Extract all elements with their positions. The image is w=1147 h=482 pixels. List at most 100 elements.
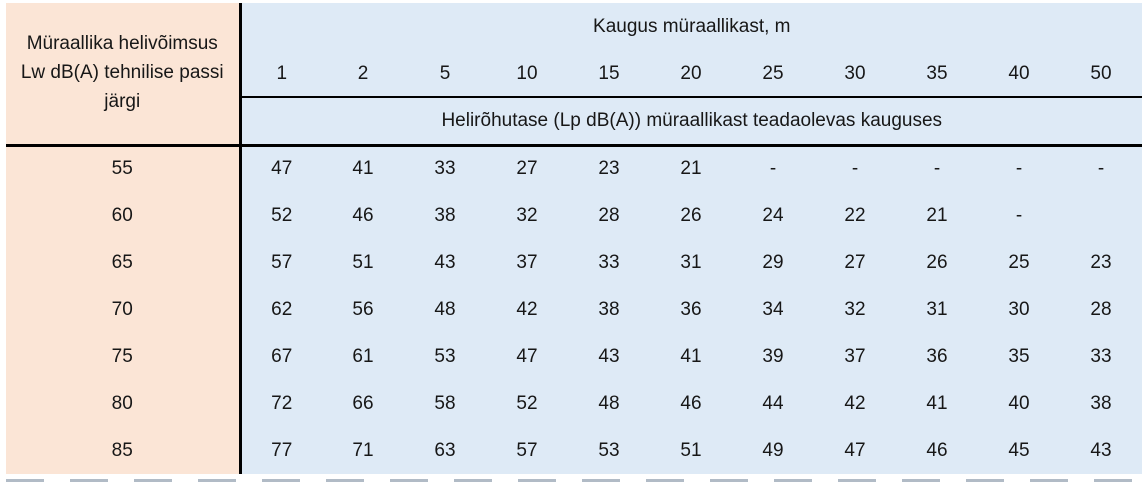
spl-value-cell: 41 <box>322 145 404 192</box>
spl-value-cell: 29 <box>732 239 814 286</box>
spl-value-cell: 34 <box>732 286 814 333</box>
spl-value-cell: 37 <box>486 239 568 286</box>
spl-value-cell: - <box>732 145 814 192</box>
spl-value-cell: 33 <box>1060 333 1142 380</box>
table-row: 80 72 66 58 52 48 46 44 42 41 40 38 <box>6 380 1142 427</box>
spl-value-cell: 28 <box>568 192 650 239</box>
spl-value-cell: 23 <box>568 145 650 192</box>
spl-value-cell: 35 <box>978 333 1060 380</box>
table-row: 60 52 46 38 32 28 26 24 22 21- <box>6 192 1142 239</box>
spl-value-cell: 42 <box>486 286 568 333</box>
spl-value-cell: 58 <box>404 380 486 427</box>
spl-value-cell: 21 <box>896 192 978 239</box>
spl-value-cell: 28 <box>1060 286 1142 333</box>
table-row: 75 67 61 53 47 43 41 39 37 36 35 33 <box>6 333 1142 380</box>
spl-value-cell: 40 <box>978 380 1060 427</box>
spl-value-cell: 53 <box>568 427 650 474</box>
spl-value-cell <box>1060 192 1142 239</box>
lw-value-cell: 55 <box>6 145 242 192</box>
distance-value-cell: 30 <box>814 51 896 98</box>
spl-value-cell: 48 <box>568 380 650 427</box>
distance-value-cell: 5 <box>404 51 486 98</box>
spl-value-cell: 46 <box>322 192 404 239</box>
spl-value-cell: - <box>978 192 1060 239</box>
table-row: 85 77 71 63 57 53 51 49 47 46 45 43 <box>6 427 1142 474</box>
source-power-header-cell: Müraallika helivõimsus Lw dB(A) tehnilis… <box>6 3 242 147</box>
lw-value-cell: 75 <box>6 333 242 380</box>
table-row: 70 62 56 48 42 38 36 34 32 31 30 28 <box>6 286 1142 333</box>
noise-level-table: Müraallika helivõimsus Lw dB(A) tehnilis… <box>6 3 1142 474</box>
spl-value-cell: 46 <box>650 380 732 427</box>
spl-value-cell: 39 <box>732 333 814 380</box>
spl-value-cell: 43 <box>1060 427 1142 474</box>
spl-value-cell: 48 <box>404 286 486 333</box>
spl-value-cell: 46 <box>896 427 978 474</box>
distance-value-cell: 50 <box>1060 51 1142 98</box>
lw-value-cell: 80 <box>6 380 242 427</box>
spl-value-cell: 36 <box>650 286 732 333</box>
spl-value-cell: 52 <box>486 380 568 427</box>
spl-value-cell: 42 <box>814 380 896 427</box>
spl-value-cell: 61 <box>322 333 404 380</box>
spl-value-cell: 77 <box>240 427 322 474</box>
spl-value-cell: 38 <box>1060 380 1142 427</box>
distance-value-cell: 25 <box>732 51 814 98</box>
lw-value-cell: 70 <box>6 286 242 333</box>
spl-value-cell: 24 <box>732 192 814 239</box>
distance-value-cell: 2 <box>322 51 404 98</box>
spl-value-cell: 44 <box>732 380 814 427</box>
spl-value-cell: 71 <box>322 427 404 474</box>
table-row: 65 57 51 43 37 33 31 29 27 26 25 23 <box>6 239 1142 286</box>
lw-value-cell: 60 <box>6 192 242 239</box>
spl-value-cell: 31 <box>650 239 732 286</box>
spl-value-cell: 47 <box>240 145 322 192</box>
cropped-bottom-border <box>6 479 1142 482</box>
lw-value-cell: 65 <box>6 239 242 286</box>
spl-value-cell: 30 <box>978 286 1060 333</box>
spl-value-cell: 38 <box>404 192 486 239</box>
spl-value-cell: 47 <box>486 333 568 380</box>
spl-value-cell: 67 <box>240 333 322 380</box>
spl-value-cell: - <box>896 145 978 192</box>
spl-value-cell: 41 <box>896 380 978 427</box>
spl-value-cell: 66 <box>322 380 404 427</box>
spl-value-cell: 27 <box>486 145 568 192</box>
spl-value-cell: 45 <box>978 427 1060 474</box>
spl-value-cell: 51 <box>322 239 404 286</box>
spl-value-cell: 21 <box>650 145 732 192</box>
spl-value-cell: 27 <box>814 239 896 286</box>
table-row: 55 47 41 33 27 23 21- - - - - <box>6 145 1142 192</box>
spl-value-cell: 43 <box>568 333 650 380</box>
spl-value-cell: 56 <box>322 286 404 333</box>
spl-value-cell: 32 <box>486 192 568 239</box>
spl-value-cell: 41 <box>650 333 732 380</box>
spl-value-cell: 32 <box>814 286 896 333</box>
lw-value-cell: 85 <box>6 427 242 474</box>
subheader-row: Helirõhutase (Lp dB(A)) müraallikast tea… <box>6 97 1142 147</box>
distance-value-cell: 40 <box>978 51 1060 98</box>
spl-value-cell: 33 <box>404 145 486 192</box>
sound-pressure-subheader-cell: Helirõhutase (Lp dB(A)) müraallikast tea… <box>240 97 1142 147</box>
spl-value-cell: 57 <box>240 239 322 286</box>
spl-value-cell: 63 <box>404 427 486 474</box>
distance-header-cell-title: Kaugus müraallikast, m <box>240 3 1142 51</box>
spl-value-cell: - <box>814 145 896 192</box>
distance-value-cell: 15 <box>568 51 650 98</box>
spl-value-cell: 25 <box>978 239 1060 286</box>
spl-value-cell: 33 <box>568 239 650 286</box>
spl-value-cell: 43 <box>404 239 486 286</box>
spl-value-cell: 36 <box>896 333 978 380</box>
spl-value-cell: 72 <box>240 380 322 427</box>
distance-value-cell: 10 <box>486 51 568 98</box>
spl-value-cell: 52 <box>240 192 322 239</box>
distance-values-row: 1 2 5 10 15 20 25 30 35 40 50 <box>6 51 1142 98</box>
spl-value-cell: 23 <box>1060 239 1142 286</box>
spl-value-cell: 49 <box>732 427 814 474</box>
spl-value-cell: - <box>1060 145 1142 192</box>
spl-value-cell: 62 <box>240 286 322 333</box>
spl-value-cell: 38 <box>568 286 650 333</box>
distance-header-row: Müraallika helivõimsus Lw dB(A) tehnilis… <box>6 3 1142 147</box>
spl-value-cell: 51 <box>650 427 732 474</box>
distance-value-cell: 20 <box>650 51 732 98</box>
